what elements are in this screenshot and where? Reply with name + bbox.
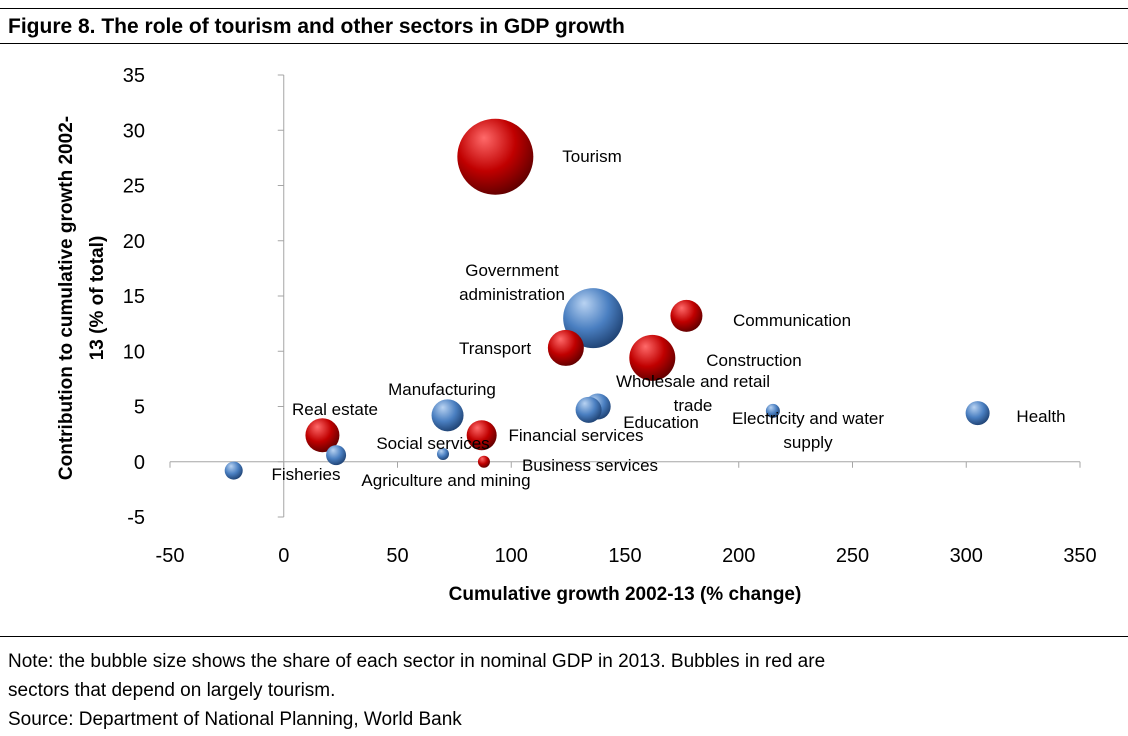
y-tick-label: 25	[123, 176, 145, 198]
note-line-1: Note: the bubble size shows the share of…	[8, 651, 826, 672]
bubble-government-administration	[563, 288, 624, 349]
bubble-label: Transport	[459, 339, 531, 358]
y-tick-label: 10	[123, 341, 145, 363]
bubble-social-services	[437, 448, 449, 461]
x-tick-label: 300	[950, 545, 983, 567]
bubble-education	[575, 396, 602, 423]
bubble-label: Agriculture and mining	[361, 471, 530, 490]
bubble-electricity-and-water-supply	[765, 403, 780, 418]
x-tick-label: 150	[608, 545, 641, 567]
y-tick-label: -5	[127, 507, 145, 529]
y-tick-label: 15	[123, 286, 145, 308]
bubble-agriculture-and-mining	[326, 445, 347, 466]
x-tick-label: 0	[278, 545, 289, 567]
x-axis-title: Cumulative growth 2002-13 (% change)	[449, 584, 802, 605]
bubble-label: Real estate	[292, 400, 378, 419]
x-tick-label: 350	[1063, 545, 1096, 567]
y-axis-title-line: 13 (% of total)	[87, 236, 108, 361]
bubble-financial-services	[466, 420, 497, 451]
bubble-label: Construction	[706, 351, 801, 370]
y-tick-label: 30	[123, 120, 145, 142]
bubble-real-estate	[305, 418, 340, 453]
source-line: Source: Department of National Planning,…	[8, 709, 462, 730]
bubble-label: administration	[459, 285, 565, 304]
bubble-label: Government	[465, 261, 559, 280]
bubble-label: Social services	[376, 434, 489, 453]
bubble-construction	[629, 334, 676, 381]
y-tick-label: 0	[134, 452, 145, 474]
y-tick-label: 20	[123, 231, 145, 253]
bubble-label: Wholesale and retail	[616, 372, 770, 391]
note-line-2: sectors that depend on largely tourism.	[8, 680, 336, 701]
bubble-label: supply	[783, 433, 833, 452]
x-tick-label: 50	[386, 545, 408, 567]
bubble-communication	[670, 299, 703, 332]
bubble-business-services	[477, 455, 490, 468]
bubble-label: Health	[1016, 407, 1065, 426]
y-axis-title-line: Contribution to cumulative growth 2002-	[56, 116, 77, 480]
bubble-health	[965, 401, 990, 426]
bubble-tourism	[457, 118, 534, 195]
bubble-manufacturing	[431, 399, 464, 432]
bubble-label: Tourism	[562, 147, 622, 166]
note-block: Note: the bubble size shows the share of…	[0, 636, 1128, 734]
bubble-label: trade	[674, 396, 713, 415]
bubble-label: Education	[623, 413, 699, 432]
bubble-label: Communication	[733, 311, 851, 330]
bubble-label: Manufacturing	[388, 380, 496, 399]
x-tick-label: 200	[722, 545, 755, 567]
bubble-fisheries	[224, 461, 243, 480]
y-tick-label: 5	[134, 397, 145, 419]
y-tick-label: 35	[123, 65, 145, 87]
bubble-transport	[547, 329, 584, 366]
bubble-label: Financial services	[508, 426, 643, 445]
bubble-label: Electricity and water	[732, 409, 884, 428]
x-tick-label: 100	[495, 545, 528, 567]
figure-title: Figure 8. The role of tourism and other …	[8, 15, 625, 38]
figure-title-bar: Figure 8. The role of tourism and other …	[0, 8, 1128, 44]
x-tick-label: 250	[836, 545, 869, 567]
x-tick-label: -50	[156, 545, 185, 567]
bubble-label: Fisheries	[272, 465, 341, 484]
bubble-label: Business services	[522, 456, 658, 475]
